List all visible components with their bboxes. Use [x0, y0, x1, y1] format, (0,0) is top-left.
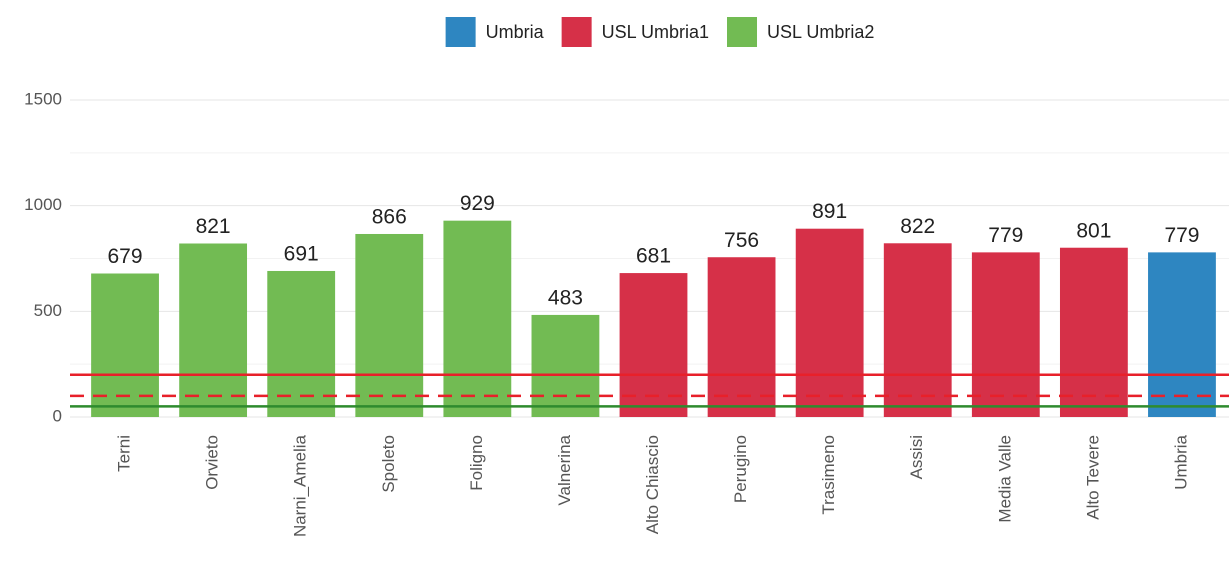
y-tick-label: 500 — [34, 301, 62, 320]
bar — [1148, 252, 1216, 417]
legend-swatch — [445, 17, 476, 47]
bar — [883, 243, 952, 417]
x-tick-label: Umbria — [1171, 434, 1190, 489]
bar — [1059, 247, 1128, 417]
x-tick-label: Alto Tevere — [1083, 435, 1102, 520]
y-tick-label: 1000 — [24, 195, 62, 214]
y-tick-label: 1500 — [24, 89, 62, 108]
bar — [91, 273, 159, 417]
bar — [971, 252, 1040, 417]
bar — [619, 273, 688, 417]
x-tick-label: Narni_Amelia — [291, 434, 310, 537]
value-label: 756 — [724, 229, 759, 252]
bar — [179, 243, 248, 417]
x-tick-label: Media Valle — [995, 435, 1014, 523]
bar — [267, 270, 336, 417]
legend-swatch — [561, 17, 592, 47]
value-label: 821 — [196, 215, 231, 238]
x-tick-label: Valnerina — [555, 434, 574, 505]
value-label: 681 — [636, 245, 671, 268]
bar — [531, 314, 600, 417]
x-tick-label: Spoleto — [379, 435, 398, 493]
x-tick-label: Trasimeno — [819, 435, 838, 515]
legend-label: USL Umbria1 — [602, 22, 709, 42]
legend-swatch — [727, 17, 758, 47]
value-label: 822 — [900, 215, 935, 238]
legend-label: Umbria — [486, 22, 545, 42]
value-label: 891 — [812, 200, 847, 223]
value-label: 679 — [108, 245, 143, 268]
bar — [355, 233, 424, 417]
x-tick-label: Foligno — [467, 435, 486, 491]
value-label: 779 — [1164, 224, 1199, 247]
value-label: 929 — [460, 192, 495, 215]
x-tick-label: Perugino — [731, 435, 750, 503]
x-tick-label: Alto Chiascio — [643, 435, 662, 534]
value-label: 801 — [1076, 219, 1111, 242]
bar — [443, 220, 512, 417]
x-tick-label: Assisi — [907, 435, 926, 479]
x-tick-label: Terni — [115, 435, 134, 472]
value-label: 691 — [284, 243, 319, 266]
value-label: 866 — [372, 206, 407, 229]
x-tick-label: Orvieto — [203, 435, 222, 490]
value-label: 779 — [988, 224, 1023, 247]
value-label: 483 — [548, 286, 583, 309]
bar — [795, 228, 864, 417]
bar — [707, 257, 776, 417]
legend-label: USL Umbria2 — [767, 22, 874, 42]
y-tick-label: 0 — [53, 406, 62, 425]
